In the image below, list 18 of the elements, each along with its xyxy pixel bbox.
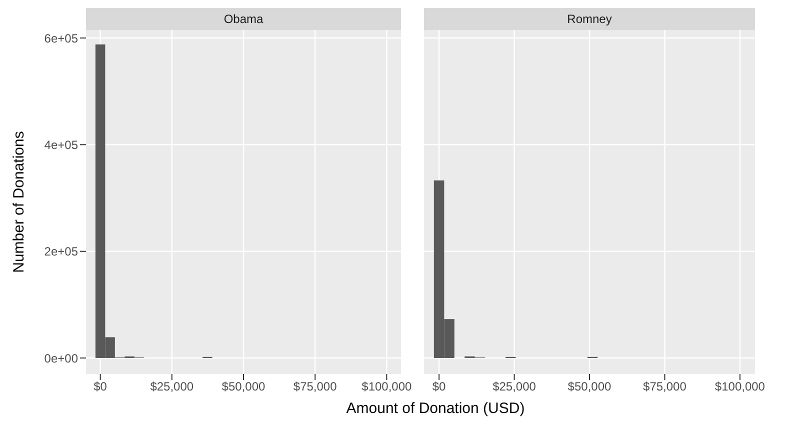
chart-title: Obama	[86, 8, 401, 30]
chart-title: Romney	[424, 8, 755, 30]
y-tick-label: 6e+05	[44, 31, 78, 46]
x-tick-label: $50,000	[222, 380, 266, 394]
x-tick-label: $75,000	[643, 380, 687, 394]
x-axis-title: Amount of Donation (USD)	[345, 400, 526, 417]
x-tick-label: $0	[432, 380, 446, 394]
y-tick-label: 0e+00	[44, 351, 78, 366]
y-tick-label: 4e+05	[44, 138, 78, 152]
x-tick-label: $50,000	[568, 380, 612, 394]
x-tick-label: $0	[94, 380, 108, 394]
y-axis-title: Number of Donations	[10, 131, 28, 273]
x-tick-label: $75,000	[293, 380, 338, 394]
x-tick-label: $25,000	[150, 380, 194, 394]
x-tick-label: $100,000	[362, 380, 412, 394]
y-tick-label: 2e+05	[44, 244, 78, 259]
x-tick-label: $25,000	[492, 380, 536, 394]
x-tick-label: $100,000	[714, 380, 766, 394]
